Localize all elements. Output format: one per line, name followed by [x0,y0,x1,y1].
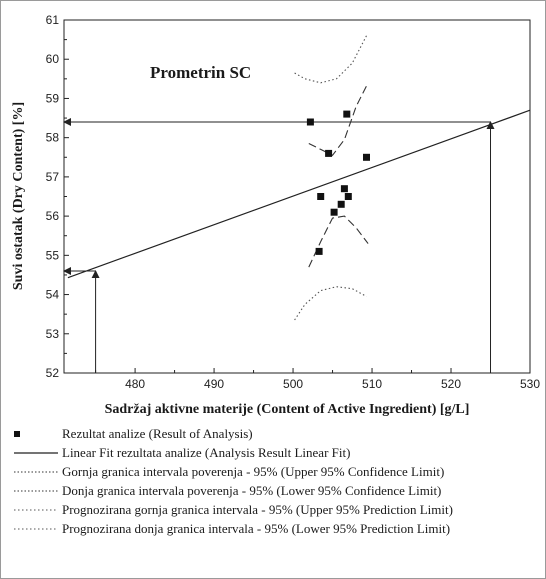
legend-item: Rezultat analize (Result of Analysis) [0,424,546,443]
legend-swatch [14,490,58,492]
legend-item: Linear Fit rezultata analize (Analysis R… [0,443,546,462]
y-tick-label: 60 [46,52,60,66]
legend-item: Prognozirana gornja granica intervala - … [0,500,546,519]
y-axis-title: Suvi ostatak (Dry Content) [%] [11,102,26,290]
y-tick-label: 58 [46,131,60,145]
y-tick-label: 61 [46,13,60,27]
y-axis: 52 53 54 55 56 57 58 59 60 61 [46,13,69,380]
x-tick-label: 530 [520,377,540,391]
data-point [343,110,351,118]
legend-item: Gornja granica intervala poverenja - 95%… [0,462,546,481]
data-point [363,153,370,161]
data-point [330,208,338,216]
y-tick-label: 55 [46,248,60,262]
x-tick-label: 500 [283,377,303,391]
data-point [317,193,325,200]
data-point [340,185,348,193]
series-line-4 [294,35,367,84]
x-tick-label: 480 [125,377,145,391]
y-tick-label: 53 [46,327,60,341]
series-line-1 [67,109,531,279]
y-tick-label: 56 [46,209,60,223]
y-tick-label: 57 [46,170,60,184]
legend-swatch [14,509,58,511]
legend-label: Rezultat analize (Result of Analysis) [62,426,253,441]
legend-label: Donja granica intervala poverenja - 95% … [62,483,442,498]
x-tick-label: 520 [441,377,461,391]
x-axis-title: Sadržaj aktivne materije (Content of Act… [105,402,470,417]
legend-item: Donja granica intervala poverenja - 95% … [0,481,546,500]
plot-area [63,19,531,374]
legend-label: Prognozirana donja granica intervala - 9… [62,521,451,536]
reference-lines [63,117,495,373]
series-line-3 [308,215,369,268]
chart: 480 490 500 510 520 530 52535455565758596061 … [11,13,540,417]
chart-title: Prometrin SC [150,63,251,82]
y-tick-label: 59 [46,91,60,105]
y-tick-label: 52 [46,366,60,380]
series-layer [67,35,531,321]
legend-swatch [14,471,58,473]
x-tick-label: 490 [204,377,224,391]
data-point [337,200,345,208]
y-tick-label: 54 [46,288,60,302]
legend-item: Prognozirana donja granica intervala - 9… [0,519,546,538]
legend-swatch [14,431,20,437]
legend-label: Gornja granica intervala poverenja - 95%… [62,464,445,479]
data-point [306,118,314,126]
data-point [325,149,333,157]
x-axis: 480 490 500 510 520 530 [95,368,540,391]
legend: Rezultat analize (Result of Analysis) Lin… [0,424,546,538]
legend-swatch [14,452,58,454]
x-tick-label: 510 [362,377,382,391]
data-points [306,110,370,255]
legend-label: Prognozirana gornja granica intervala - … [62,502,453,517]
series-line-2 [308,82,369,156]
data-point [344,193,352,200]
legend-label: Linear Fit rezultata analize (Analysis R… [62,445,351,460]
data-point [315,247,323,255]
legend-swatch [14,528,58,530]
